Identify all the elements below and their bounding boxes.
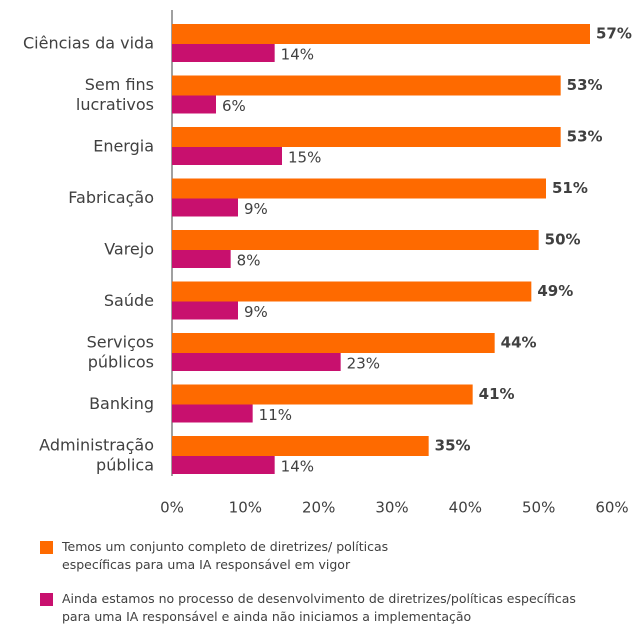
x-tick-label: 50% [522,499,555,517]
value-label: 41% [479,385,515,403]
value-label: 57% [596,25,632,43]
x-tick-label: 60% [595,499,628,517]
legend: Temos um conjunto completo de diretrizes… [40,538,630,630]
category-label: lucrativos [76,95,154,114]
value-label: 53% [567,76,603,94]
value-label: 8% [237,252,261,270]
category-label: Fabricação [68,188,154,207]
bar [172,404,253,423]
chart: 0% 10% 20% 30% 40% 50% 60% Ciências da vida 57% 1… [23,10,632,517]
value-label: 11% [259,406,292,424]
legend-item: Ainda estamos no processo de desenvolvim… [40,590,630,626]
category-label: pública [96,456,154,475]
value-label: 6% [222,97,246,115]
legend-text: Ainda estamos no processo de desenvolvim… [62,591,576,624]
category-label: Serviços [87,333,154,352]
x-tick-label: 40% [449,499,482,517]
value-label: 50% [545,231,581,249]
value-label: 9% [244,200,268,218]
legend-item: Temos um conjunto completo de diretrizes… [40,538,630,574]
bar [172,230,539,250]
bar [172,301,238,320]
bar [172,127,561,147]
value-label: 44% [501,334,537,352]
bar [172,44,275,62]
bar [172,436,429,456]
bar [172,147,282,165]
value-label: 23% [347,355,380,373]
value-label: 14% [281,46,314,64]
bar [172,333,495,353]
category-label: Saúde [104,291,154,310]
bar [172,353,341,371]
bar [172,75,561,96]
x-tick-label: 30% [375,499,408,517]
category-label: Banking [89,394,154,413]
bar [172,178,546,199]
category-label: Varejo [104,240,154,259]
bar [172,456,275,474]
bar [172,384,473,405]
bar [172,95,216,114]
category-label: Ciências da vida [23,34,154,53]
legend-swatch [40,541,53,554]
x-tick-label: 20% [302,499,335,517]
legend-text: Temos um conjunto completo de diretrizes… [62,539,389,572]
value-label: 14% [281,458,314,476]
category-label: Administração [39,436,154,455]
value-label: 51% [552,179,588,197]
value-label: 15% [288,149,321,167]
x-tick-label: 10% [229,499,262,517]
bar [172,24,590,44]
x-tick-label: 0% [160,499,184,517]
value-label: 35% [435,437,471,455]
bar [172,281,532,302]
category-label: Sem fins [85,75,154,94]
value-label: 49% [537,282,573,300]
value-label: 9% [244,303,268,321]
category-label: Energia [93,137,154,156]
category-label: públicos [88,353,154,372]
legend-swatch [40,593,53,606]
value-label: 53% [567,128,603,146]
bar [172,250,231,268]
bar [172,198,238,217]
